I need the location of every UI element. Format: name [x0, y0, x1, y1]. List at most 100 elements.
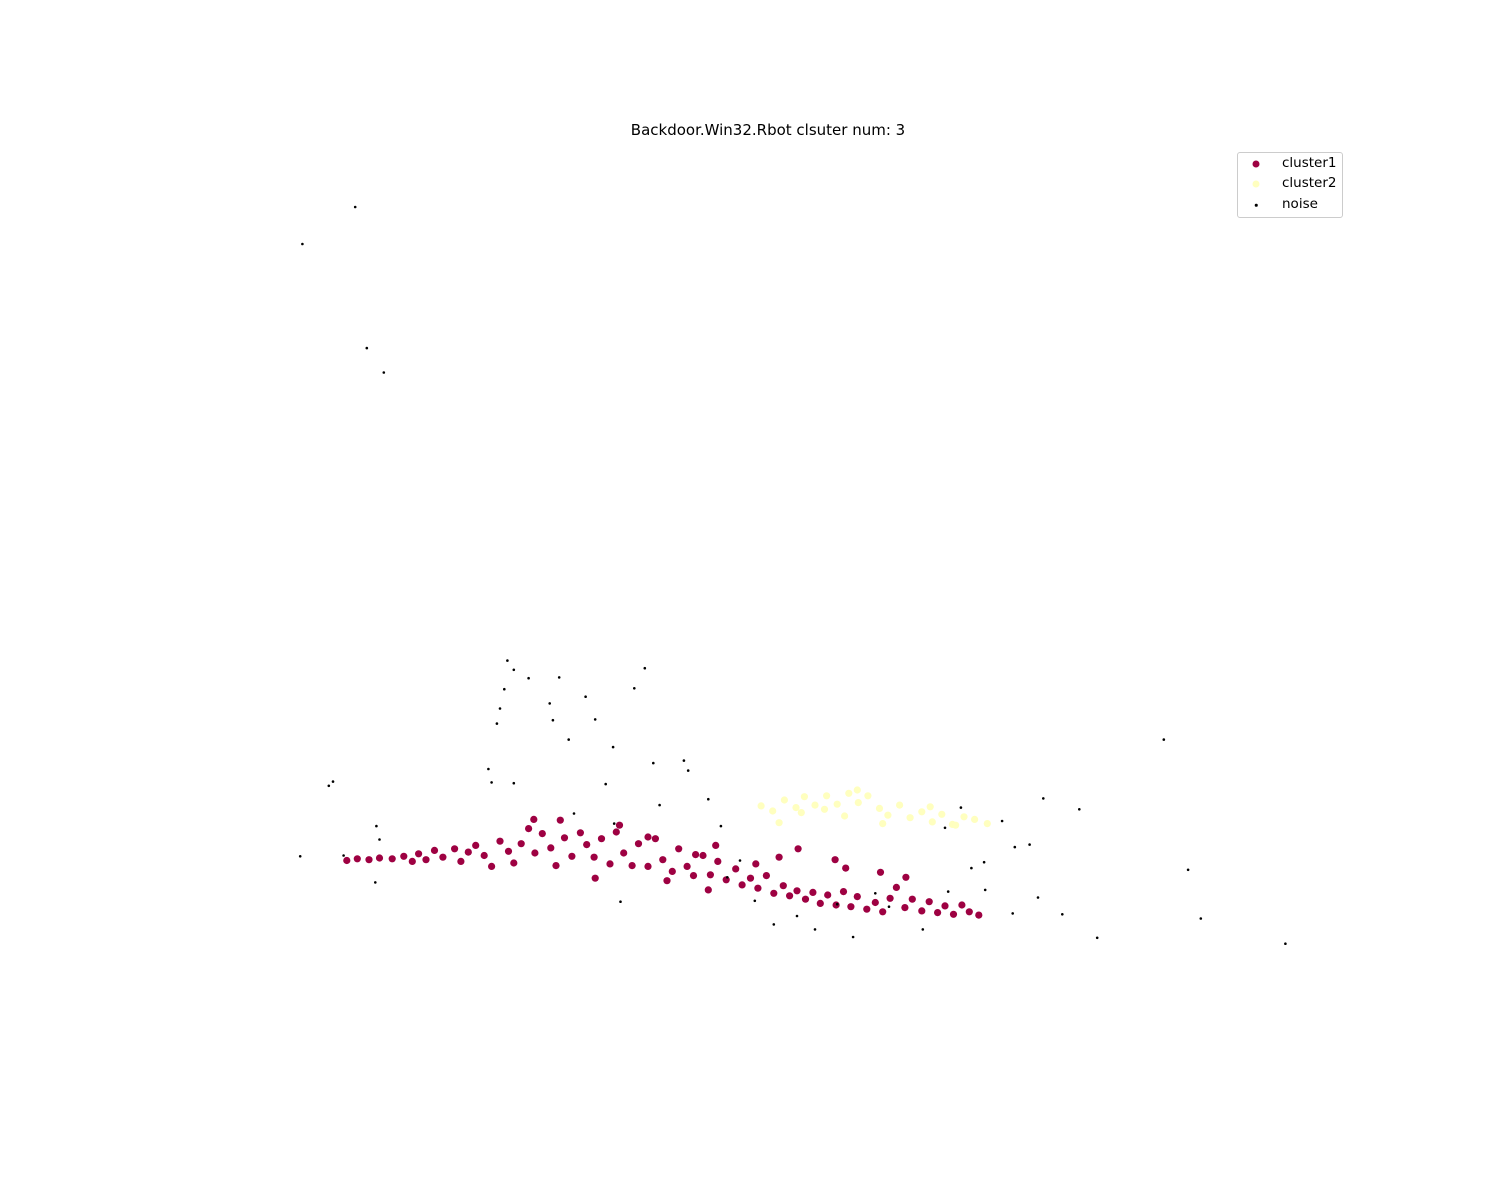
cluster1-point-5 [400, 852, 408, 860]
cluster1-point-60 [824, 891, 832, 899]
cluster1-point-79 [975, 911, 983, 919]
cluster1-point-30 [590, 853, 598, 861]
noise-point-41 [795, 914, 799, 918]
cluster1-point-49 [738, 881, 746, 889]
noise-point-24 [584, 695, 587, 698]
cluster1-point-76 [949, 910, 958, 918]
cluster1-point-94 [530, 815, 538, 824]
cluster1-point-23 [538, 830, 546, 838]
noise-point-63 [1284, 942, 1287, 945]
cluster1-point-78 [965, 908, 973, 916]
noise-point-49 [983, 888, 987, 892]
cluster1-point-22 [531, 849, 539, 857]
cluster1-point-90 [615, 821, 624, 829]
cluster2-point-22 [775, 819, 783, 827]
cluster1-point-17 [496, 837, 504, 845]
noise-point-47 [921, 928, 925, 931]
cluster1-point-51 [754, 884, 762, 892]
cluster2-point-11 [875, 804, 884, 813]
cluster1-point-85 [752, 860, 760, 868]
noise-point-45 [874, 892, 877, 895]
noise-point-57 [1078, 808, 1081, 811]
cluster1-point-46 [714, 857, 722, 866]
cluster2-point-0 [757, 802, 765, 810]
legend-marker-cluster2 [1252, 180, 1260, 188]
noise-point-39 [753, 899, 757, 903]
cluster2-point-19 [960, 813, 968, 821]
cluster1-point-53 [770, 889, 778, 897]
cluster1-point-20 [517, 840, 525, 848]
cluster1-point-83 [842, 864, 850, 872]
noise-point-7 [301, 242, 304, 246]
cluster1-point-16 [488, 862, 496, 871]
cluster1-point-28 [576, 829, 585, 837]
cluster1-point-27 [568, 852, 576, 860]
cluster1-point-41 [675, 845, 683, 853]
cluster1-point-4 [388, 855, 396, 863]
cluster1-point-56 [793, 887, 801, 895]
cluster1-point-82 [775, 853, 783, 861]
cluster1-point-36 [634, 840, 643, 848]
noise-point-53 [1000, 819, 1004, 823]
noise-point-9 [365, 346, 369, 350]
cluster1-point-63 [847, 903, 855, 911]
noise-point-55 [1028, 843, 1031, 846]
noise-point-26 [611, 745, 615, 749]
cluster1-point-64 [853, 893, 861, 901]
cluster1-point-9 [430, 846, 439, 855]
noise-point-27 [604, 782, 607, 786]
cluster1-point-95 [663, 877, 671, 885]
cluster1-point-59 [816, 899, 824, 908]
noise-point-64 [1162, 738, 1166, 741]
noise-point-32 [572, 812, 576, 815]
cluster1-point-3 [375, 854, 384, 862]
noise-point-51 [1013, 845, 1017, 849]
cluster1-point-29 [583, 841, 591, 849]
cluster1-point-77 [958, 901, 966, 909]
cluster1-point-24 [547, 844, 555, 852]
cluster1-point-48 [732, 865, 740, 873]
legend-item-cluster1: cluster1 [1238, 154, 1342, 174]
cluster1-point-35 [628, 862, 636, 870]
cluster2-point-4 [800, 793, 809, 801]
noise-point-54 [959, 806, 963, 809]
cluster1-point-54 [779, 882, 787, 890]
noise-point-37 [726, 876, 729, 879]
noise-point-31 [658, 803, 661, 807]
cluster1-point-89 [556, 816, 564, 824]
cluster2-point-23 [820, 805, 829, 813]
cluster1-point-61 [832, 901, 840, 909]
noise-point-18 [490, 781, 493, 784]
noise-point-0 [298, 855, 302, 858]
cluster1-point-86 [692, 851, 700, 859]
noise-point-56 [1042, 797, 1045, 800]
cluster1-point-52 [762, 872, 771, 880]
noise-point-29 [643, 666, 647, 670]
cluster1-point-8 [422, 856, 430, 864]
cluster2-point-20 [971, 815, 979, 824]
cluster1-point-2 [365, 856, 373, 864]
noise-point-44 [851, 935, 855, 939]
noise-point-42 [813, 928, 817, 931]
cluster1-point-71 [908, 895, 916, 903]
noise-point-33 [612, 822, 616, 825]
noise-point-12 [512, 668, 516, 672]
cluster1-point-0 [343, 856, 351, 865]
noise-point-38 [738, 859, 742, 862]
noise-point-5 [374, 881, 377, 884]
noise-point-15 [498, 707, 502, 710]
cluster1-point-38 [651, 835, 660, 843]
noise-point-36 [719, 824, 723, 828]
cluster1-point-39 [659, 856, 667, 864]
cluster2-point-3 [792, 804, 800, 812]
cluster1-point-91 [831, 856, 839, 864]
cluster1-point-13 [464, 848, 472, 856]
chart-title: Backdoor.Win32.Rbot clsuter num: 3 [630, 121, 906, 139]
cluster2-point-28 [952, 821, 960, 829]
legend-label-cluster1: cluster1 [1282, 155, 1337, 171]
noise-point-23 [567, 738, 570, 741]
noise-point-50 [1011, 912, 1014, 915]
cluster1-point-67 [879, 908, 887, 916]
